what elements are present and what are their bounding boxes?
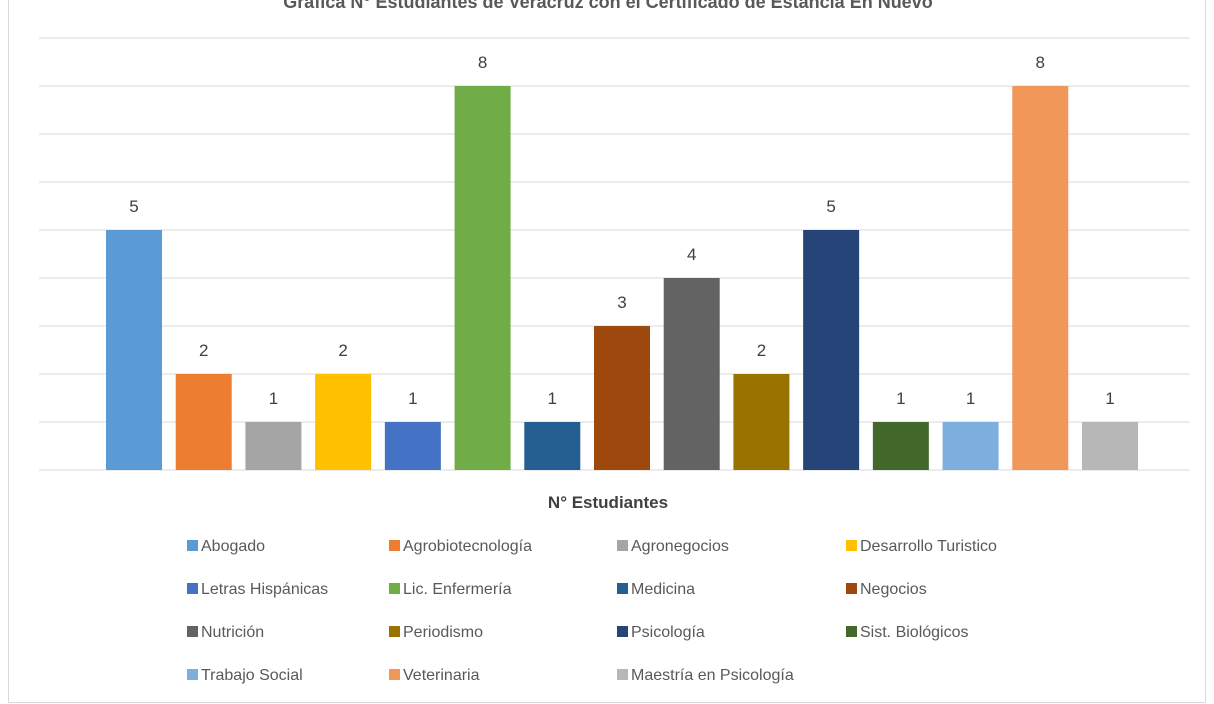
legend-item-13: Veterinaria [389, 667, 480, 684]
legend-label-11: Sist. Biológicos [860, 624, 969, 641]
data-label-12: 1 [966, 389, 975, 408]
legend-item-5: Lic. Enfermería [389, 581, 512, 598]
data-label-1: 2 [199, 341, 208, 360]
x-axis-label: N° Estudiantes [548, 493, 668, 512]
legend-swatch-2 [617, 540, 628, 551]
legend-item-14: Maestría en Psicología [617, 667, 794, 684]
legend: Abogado Agrobiotecnología Agronegocios Desa… [187, 538, 997, 684]
legend-label-7: Negocios [860, 581, 927, 598]
legend-item-3: Desarrollo Turistico [846, 538, 997, 555]
bar-4 [384, 422, 441, 470]
legend-item-9: Periodismo [389, 624, 483, 641]
bar-8 [663, 278, 720, 470]
legend-swatch-12 [187, 669, 198, 680]
chart-title: Gráfica N° Estudiantes de Veracruz con e… [283, 0, 932, 12]
legend-swatch-11 [846, 626, 857, 637]
legend-swatch-9 [389, 626, 400, 637]
legend-label-13: Veterinaria [403, 667, 480, 684]
legend-label-9: Periodismo [403, 624, 483, 641]
bar-6 [524, 422, 581, 470]
legend-item-2: Agronegocios [617, 538, 729, 555]
legend-swatch-3 [846, 540, 857, 551]
legend-item-7: Negocios [846, 581, 927, 598]
bar-chart: Gráfica N° Estudiantes de Veracruz con e… [39, 0, 1190, 684]
data-label-13: 8 [1036, 53, 1045, 72]
bar-9 [733, 374, 790, 470]
data-label-11: 1 [896, 389, 905, 408]
bar-5 [454, 86, 511, 470]
legend-swatch-7 [846, 583, 857, 594]
bar-7 [594, 326, 650, 470]
legend-label-12: Trabajo Social [201, 667, 303, 684]
data-label-8: 4 [687, 245, 696, 264]
legend-swatch-4 [187, 583, 198, 594]
bar-0 [106, 230, 162, 470]
legend-swatch-0 [187, 540, 198, 551]
bar-11 [872, 422, 929, 470]
legend-label-14: Maestría en Psicología [631, 667, 794, 684]
chart-frame: Gráfica N° Estudiantes de Veracruz con e… [8, 0, 1206, 703]
data-label-14: 1 [1105, 389, 1114, 408]
legend-swatch-6 [617, 583, 628, 594]
legend-item-1: Agrobiotecnología [389, 538, 532, 555]
legend-label-4: Letras Hispánicas [201, 581, 328, 598]
legend-label-8: Nutrición [201, 624, 264, 641]
legend-item-8: Nutrición [187, 624, 264, 641]
legend-label-6: Medicina [631, 581, 695, 598]
legend-swatch-1 [389, 540, 400, 551]
legend-item-4: Letras Hispánicas [187, 581, 328, 598]
bar-10 [803, 230, 860, 470]
data-label-2: 1 [269, 389, 278, 408]
legend-item-0: Abogado [187, 538, 265, 555]
legend-swatch-14 [617, 669, 628, 680]
legend-swatch-5 [389, 583, 400, 594]
data-label-4: 1 [408, 389, 417, 408]
data-label-5: 8 [478, 53, 487, 72]
legend-swatch-8 [187, 626, 198, 637]
data-label-9: 2 [757, 341, 766, 360]
legend-item-6: Medicina [617, 581, 695, 598]
legend-label-0: Abogado [201, 538, 265, 555]
bar-12 [942, 422, 999, 470]
data-label-0: 5 [129, 197, 138, 216]
data-labels: 5 2 1 2 1 8 1 3 4 2 5 1 1 8 1 [129, 53, 1114, 408]
legend-item-11: Sist. Biológicos [846, 624, 969, 641]
bar-3 [315, 374, 372, 470]
bars [106, 86, 1138, 470]
legend-label-1: Agrobiotecnología [403, 538, 532, 555]
legend-label-2: Agronegocios [631, 538, 729, 555]
data-label-6: 1 [548, 389, 557, 408]
data-label-3: 2 [338, 341, 347, 360]
bar-1 [175, 374, 232, 470]
bar-13 [1012, 86, 1069, 470]
legend-swatch-10 [617, 626, 628, 637]
bar-2 [245, 422, 302, 470]
legend-item-12: Trabajo Social [187, 667, 303, 684]
bar-14 [1082, 422, 1138, 470]
legend-label-3: Desarrollo Turistico [860, 538, 997, 555]
data-label-10: 5 [826, 197, 835, 216]
legend-swatch-13 [389, 669, 400, 680]
data-label-7: 3 [617, 293, 626, 312]
legend-item-10: Psicología [617, 624, 705, 641]
legend-label-5: Lic. Enfermería [403, 581, 512, 598]
legend-label-10: Psicología [631, 624, 705, 641]
